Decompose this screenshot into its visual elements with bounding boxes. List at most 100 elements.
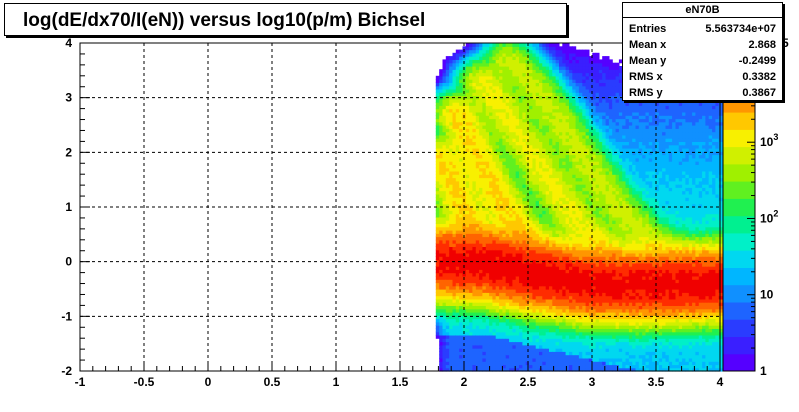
heatmap-cell xyxy=(435,302,440,306)
heatmap-cell xyxy=(469,148,473,152)
heatmap-cell xyxy=(435,207,440,211)
heatmap-cell xyxy=(469,207,473,211)
heatmap-cell xyxy=(512,102,517,106)
heatmap-cell xyxy=(535,230,540,234)
heatmap-cell xyxy=(439,325,444,329)
heatmap-cell xyxy=(452,364,457,369)
heatmap-cell xyxy=(602,161,607,165)
heatmap-cell xyxy=(435,177,440,182)
heatmap-cell xyxy=(569,216,573,221)
heatmap-cell xyxy=(532,246,537,251)
heatmap-cell xyxy=(562,151,567,156)
heatmap-cell xyxy=(575,252,580,257)
heatmap-cell xyxy=(485,331,490,336)
heatmap-cell xyxy=(499,79,503,83)
heatmap-cell xyxy=(495,328,500,333)
heatmap-cell xyxy=(445,364,450,369)
heatmap-cell xyxy=(569,79,573,83)
heatmap-cell xyxy=(445,305,450,310)
heatmap-cell xyxy=(435,125,440,129)
heatmap-cell xyxy=(572,128,577,133)
heatmap-cell xyxy=(595,239,600,244)
heatmap-cell xyxy=(519,315,523,320)
heatmap-cell xyxy=(569,164,573,169)
heatmap-cell xyxy=(515,338,520,343)
heatmap-cell xyxy=(532,210,537,215)
heatmap-cell xyxy=(552,233,557,238)
heatmap-cell xyxy=(565,184,570,188)
heatmap-cell xyxy=(459,249,463,254)
heatmap-cell xyxy=(489,292,493,297)
heatmap-cell xyxy=(472,157,477,162)
heatmap-cell xyxy=(595,151,600,156)
heatmap-cell xyxy=(532,167,537,172)
heatmap-cell xyxy=(598,331,603,336)
heatmap-cell xyxy=(545,256,550,261)
heatmap-cell xyxy=(475,256,480,261)
heatmap-cell xyxy=(512,243,517,247)
heatmap-cell xyxy=(529,98,533,103)
heatmap-cell xyxy=(578,341,583,346)
heatmap-cell xyxy=(565,220,570,224)
heatmap-cell xyxy=(549,88,553,93)
heatmap-cell xyxy=(562,236,567,241)
heatmap-cell xyxy=(539,256,543,261)
heatmap-cell xyxy=(462,285,467,290)
heatmap-cell xyxy=(495,321,500,326)
heatmap-cell xyxy=(475,184,480,188)
heatmap-cell xyxy=(489,193,493,198)
heatmap-cell xyxy=(455,213,460,218)
heatmap-cell xyxy=(469,203,473,208)
heatmap-cell xyxy=(509,328,513,333)
heatmap-cell xyxy=(585,72,590,77)
heatmap-cell xyxy=(505,354,510,359)
heatmap-cell xyxy=(572,118,577,123)
heatmap-cell xyxy=(459,184,463,188)
heatmap-cell xyxy=(519,79,523,83)
heatmap-cell xyxy=(499,157,503,162)
heatmap-cell xyxy=(572,223,577,228)
heatmap-cell xyxy=(552,79,557,83)
heatmap-cell xyxy=(515,121,520,126)
heatmap-cell xyxy=(582,52,587,57)
heatmap-cell xyxy=(465,285,470,290)
heatmap-cell xyxy=(562,148,567,152)
heatmap-cell xyxy=(535,236,540,241)
heatmap-cell xyxy=(588,167,593,172)
heatmap-cell xyxy=(465,252,470,257)
heatmap-cell xyxy=(489,233,493,238)
heatmap-cell xyxy=(469,190,473,195)
heatmap-cell xyxy=(522,312,527,316)
heatmap-cell xyxy=(592,138,597,142)
heatmap-cell xyxy=(495,52,500,57)
heatmap-cell xyxy=(462,256,467,261)
heatmap-cell xyxy=(439,226,444,231)
heatmap-cell xyxy=(445,151,450,156)
heatmap-cell xyxy=(549,148,553,152)
heatmap-cell xyxy=(492,82,497,87)
heatmap-cell xyxy=(535,128,540,133)
heatmap-cell xyxy=(602,285,607,290)
heatmap-cell xyxy=(485,46,490,51)
heatmap-cell xyxy=(459,239,463,244)
heatmap-cell xyxy=(455,292,460,297)
heatmap-cell xyxy=(475,128,480,133)
heatmap-cell xyxy=(452,75,457,80)
heatmap-cell xyxy=(455,79,460,83)
heatmap-cell xyxy=(552,282,557,287)
heatmap-cell xyxy=(598,69,603,74)
heatmap-cell xyxy=(489,167,493,172)
heatmap-cell xyxy=(509,52,513,57)
heatmap-cell xyxy=(499,144,503,149)
heatmap-cell xyxy=(482,246,487,251)
heatmap-cell xyxy=(469,108,473,113)
heatmap-cell xyxy=(512,131,517,136)
heatmap-cell xyxy=(475,262,480,267)
heatmap-cell xyxy=(559,207,563,211)
heatmap-cell xyxy=(542,282,547,287)
heatmap-cell xyxy=(532,151,537,156)
heatmap-cell xyxy=(569,144,573,149)
heatmap-cell xyxy=(542,52,547,57)
heatmap-cell xyxy=(465,315,470,320)
heatmap-cell xyxy=(442,79,447,83)
